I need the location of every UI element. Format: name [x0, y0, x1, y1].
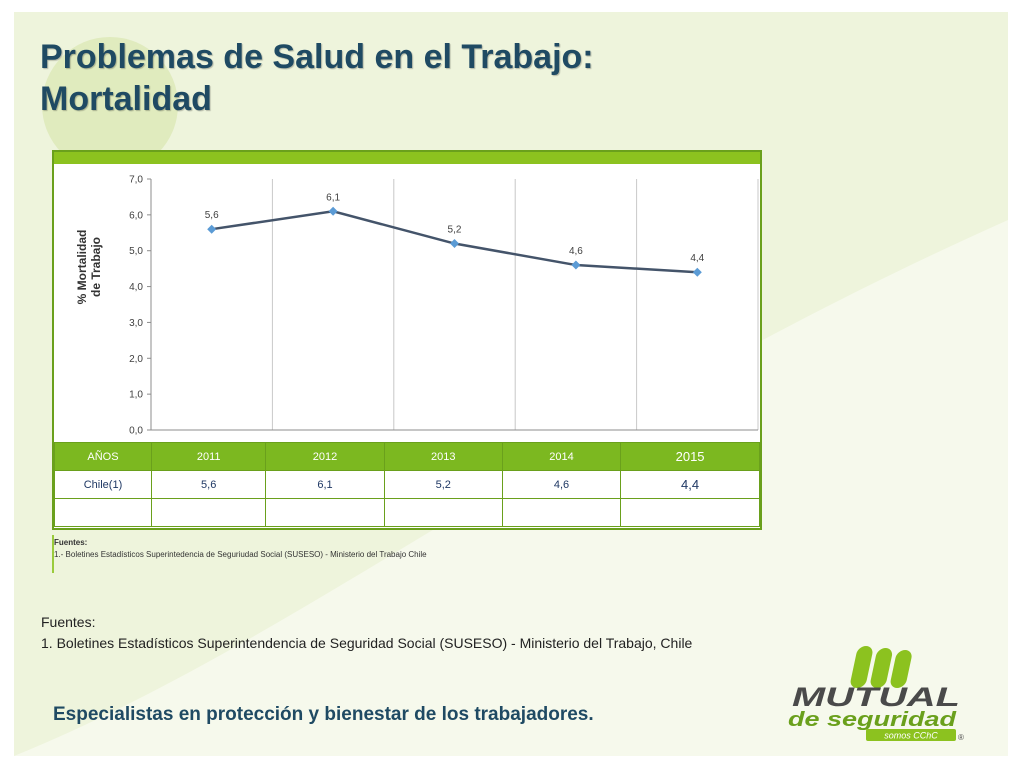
- data-label: 4,4: [690, 253, 704, 264]
- sources-label: Fuentes:: [41, 614, 96, 630]
- inner-sources-label: Fuentes:: [54, 538, 88, 547]
- y-axis-label: % Mortalidadde Trabajo: [75, 230, 103, 305]
- table-empty-cell: [501, 498, 622, 527]
- background-circle: [42, 37, 178, 173]
- y-tick-label: 2,0: [129, 354, 143, 365]
- table-empty-cell: [54, 498, 152, 527]
- table-value-cell: 4,6: [501, 470, 622, 499]
- tagline: Especialistas en protección y bienestar …: [53, 704, 594, 725]
- data-label: 6,1: [326, 192, 340, 203]
- table-header-row: AÑOS 2011 2012 2013 2014 2015: [54, 442, 760, 471]
- table-value-cell: 5,2: [383, 470, 503, 499]
- y-tick-label: 3,0: [129, 318, 143, 329]
- data-point: [207, 224, 217, 234]
- table-row-label: Chile(1): [54, 470, 152, 499]
- chart-panel: 0,0 1,0 2,0 3,0 4,0 5,0 6,0 7,0 % Mortalidadde T…: [52, 150, 762, 530]
- table-header-year: 2012: [265, 442, 385, 471]
- table-value-cell: 5,6: [150, 470, 267, 499]
- data-point: [692, 267, 702, 277]
- y-tick-label: 7,0: [129, 175, 143, 186]
- logo-mark: [850, 646, 912, 688]
- table-empty-row: [54, 498, 760, 527]
- data-label: 5,6: [205, 210, 219, 221]
- chart-panel-topbar: [54, 152, 760, 164]
- table-header-year: 2014: [501, 442, 622, 471]
- table-header-year: 2015: [620, 442, 760, 471]
- slide-title: Problemas de Salud en el Trabajo: Mortal…: [40, 38, 594, 118]
- table-empty-cell: [620, 498, 760, 527]
- table-header-year: 2013: [383, 442, 503, 471]
- data-label: 4,6: [569, 246, 583, 257]
- logo-sub: de seguridad: [788, 709, 957, 731]
- y-tick-label: 4,0: [129, 282, 143, 293]
- sources: Fuentes: 1. Boletines Estadísticos Super…: [41, 612, 801, 654]
- data-label: 5,2: [448, 225, 462, 236]
- inner-sources: Fuentes: 1.- Boletines Estadísticos Supe…: [54, 537, 754, 561]
- data-point: [328, 206, 338, 216]
- table-empty-cell: [265, 498, 385, 527]
- logo-name: MUTUAL: [792, 682, 960, 712]
- data-table: AÑOS 2011 2012 2013 2014 2015 Chile(1) 5,6 6,…: [54, 442, 760, 527]
- table-value-cell: 4,4: [620, 470, 760, 499]
- y-tick-label: 6,0: [129, 210, 143, 221]
- table-value-row: Chile(1) 5,6 6,1 5,2 4,6 4,4: [54, 470, 760, 499]
- sources-item: 1. Boletines Estadísticos Superintendenc…: [41, 635, 693, 651]
- source-bracket: [52, 535, 54, 573]
- table-empty-cell: [383, 498, 503, 527]
- table-empty-cell: [150, 498, 267, 527]
- inner-sources-text: 1.- Boletines Estadísticos Superintedenc…: [54, 550, 427, 559]
- logo-tag-bg: [866, 729, 956, 741]
- logo-tag: somos CChC: [884, 731, 938, 741]
- line-chart: 0,0 1,0 2,0 3,0 4,0 5,0 6,0 7,0 % Mortalidadde T…: [75, 175, 759, 437]
- table-header-label: AÑOS: [54, 442, 152, 471]
- table-value-cell: 6,1: [265, 470, 385, 499]
- logo-mark-registered: ®: [958, 733, 964, 742]
- table-header-year: 2011: [150, 442, 267, 471]
- y-tick-label: 5,0: [129, 246, 143, 257]
- mutual-logo: MUTUAL de seguridad somos CChC ®: [788, 646, 964, 742]
- y-tick-label: 1,0: [129, 390, 143, 401]
- y-tick-label: 0,0: [129, 426, 143, 437]
- data-point: [571, 260, 581, 270]
- data-point: [450, 239, 459, 249]
